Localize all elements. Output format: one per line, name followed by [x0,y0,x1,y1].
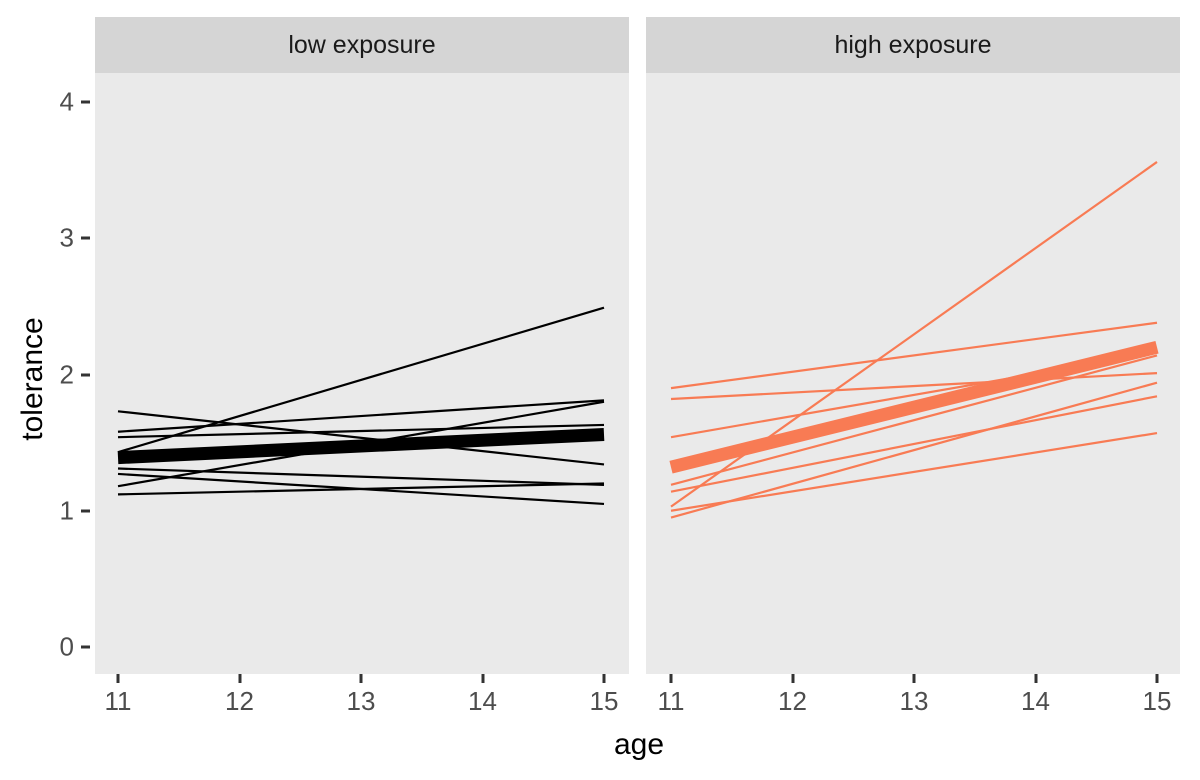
individual-trajectory-line [117,410,605,466]
y-tick-label: 4 [59,86,74,117]
trajectory-lines-high-exposure [669,161,1159,519]
facet-strip-label: low exposure [288,30,436,59]
y-tick-label: 0 [59,631,74,662]
x-tick-label: 15 [1142,686,1172,716]
x-axis-title: age [613,728,665,761]
y-tick-mark [81,645,90,649]
mean-trajectory-line [117,427,605,465]
individual-trajectory-line [670,354,1158,486]
mean-trajectory-line [669,340,1159,474]
x-tick-mark [1034,674,1037,683]
x-tick-mark [359,674,363,683]
y-tick-label: 2 [59,359,74,389]
individual-trajectory-line [117,423,605,439]
individual-trajectory-line [117,306,605,454]
individual-trajectory-line [670,395,1158,493]
individual-trajectory-line [117,399,605,433]
individual-trajectory-line [670,432,1158,512]
individual-trajectory-line [117,472,605,506]
x-tick-label: 14 [1021,686,1050,716]
x-tick-mark [791,674,794,683]
x-tick-mark [481,674,484,683]
facet-strip-high-exposure: high exposure [646,17,1180,73]
x-tick-mark [602,674,606,683]
x-tick-mark [1155,674,1159,683]
y-tick-mark [81,100,90,104]
y-tick-label: 3 [59,222,74,253]
individual-trajectory-line [670,321,1158,390]
x-tick-mark [238,674,241,683]
x-tick-label: 13 [346,686,376,716]
facet-strip-label: high exposure [834,30,992,59]
x-tick-label: 13 [899,686,929,716]
facet-strip-low-exposure: low exposure [95,17,629,73]
x-tick-label: 11 [104,686,132,716]
panel-low-exposure [95,73,629,674]
x-tick-mark [116,674,120,683]
x-tick-mark [912,674,916,683]
x-tick-label: 14 [468,686,497,716]
x-tick-mark [669,674,673,683]
individual-trajectory-line [117,467,605,486]
y-tick-mark [81,236,90,240]
y-tick-mark [81,509,90,513]
panel-high-exposure [646,73,1180,674]
x-tick-label: 11 [657,686,685,716]
y-tick-mark [81,373,90,376]
trajectory-lines-low-exposure [117,306,605,506]
x-tick-label: 15 [589,686,619,716]
x-tick-label: 12 [778,686,807,716]
individual-trajectory-line [670,381,1158,519]
x-tick-label: 12 [225,686,254,716]
y-tick-label: 1 [59,495,74,526]
